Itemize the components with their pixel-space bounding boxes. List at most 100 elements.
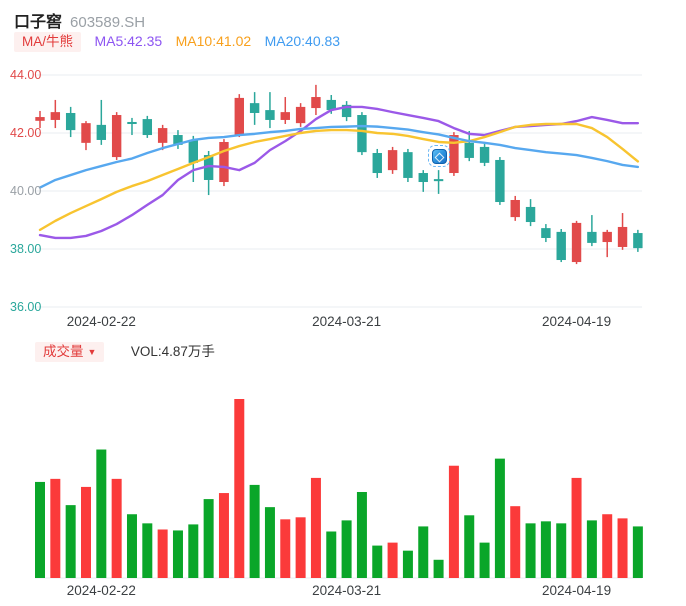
- volume-bar[interactable]: [157, 529, 168, 578]
- volume-bar[interactable]: [510, 506, 521, 578]
- price-tick-44: 44.00: [10, 68, 42, 82]
- volume-bar[interactable]: [586, 520, 597, 578]
- candle-body[interactable]: [249, 103, 260, 113]
- candle-body[interactable]: [65, 112, 76, 131]
- volume-bar[interactable]: [126, 514, 137, 578]
- price-tick-38: 38.00: [10, 242, 42, 256]
- volume-bar[interactable]: [142, 523, 153, 578]
- candle-body[interactable]: [525, 206, 536, 223]
- volume-bar[interactable]: [172, 530, 183, 578]
- volume-bar[interactable]: [356, 491, 367, 578]
- candle-body[interactable]: [173, 135, 183, 145]
- candle-body[interactable]: [188, 139, 198, 163]
- ma5-value: MA5:42.35: [94, 33, 163, 49]
- volume-bar[interactable]: [280, 519, 291, 578]
- candle-body[interactable]: [234, 97, 244, 136]
- volume-bar[interactable]: [295, 517, 306, 578]
- candle-body[interactable]: [219, 141, 229, 183]
- volume-bar[interactable]: [96, 449, 107, 578]
- candle-body[interactable]: [372, 153, 382, 174]
- volume-bar[interactable]: [479, 542, 490, 578]
- candle-body[interactable]: [142, 119, 153, 136]
- candle-body[interactable]: [387, 150, 398, 171]
- candle-body[interactable]: [418, 173, 428, 183]
- date-label-vol-1: 2024-02-22: [66, 583, 136, 598]
- volume-bar[interactable]: [264, 507, 275, 578]
- volume-bar[interactable]: [494, 458, 505, 578]
- volume-readout: VOL:4.87万手: [130, 344, 215, 359]
- chevron-down-icon: ▼: [87, 347, 97, 357]
- candle-body[interactable]: [96, 124, 107, 140]
- candle-body[interactable]: [341, 104, 352, 118]
- candle-body[interactable]: [157, 128, 168, 143]
- candle-body[interactable]: [571, 222, 582, 263]
- volume-bar[interactable]: [326, 531, 337, 578]
- candle-body[interactable]: [357, 115, 367, 153]
- candle-body[interactable]: [265, 110, 275, 120]
- candle-body[interactable]: [541, 228, 551, 238]
- volume-bar[interactable]: [402, 550, 413, 578]
- candle-body[interactable]: [311, 97, 321, 109]
- candle-body[interactable]: [403, 152, 413, 178]
- ma20-value: MA20:40.83: [264, 33, 341, 49]
- volume-bar[interactable]: [464, 515, 475, 578]
- volume-bar[interactable]: [556, 523, 567, 578]
- volume-bar[interactable]: [632, 526, 643, 578]
- ma10-line: [38, 122, 640, 232]
- volume-bar[interactable]: [111, 478, 122, 578]
- volume-bar[interactable]: [188, 524, 199, 578]
- volume-type-dropdown[interactable]: 成交量 ▼: [35, 342, 105, 362]
- volume-bar[interactable]: [372, 545, 383, 578]
- ma-indicator-badge[interactable]: MA/牛熊: [14, 32, 82, 52]
- candle-body[interactable]: [602, 231, 612, 243]
- volume-header: 成交量 ▼ VOL:4.87万手: [35, 340, 215, 362]
- volume-bar[interactable]: [540, 521, 551, 578]
- candle-body[interactable]: [295, 106, 306, 124]
- volume-bar[interactable]: [448, 465, 459, 578]
- candle-body[interactable]: [127, 121, 137, 125]
- candle-body[interactable]: [495, 159, 505, 203]
- volume-bar[interactable]: [203, 499, 214, 578]
- candle-body[interactable]: [587, 231, 597, 243]
- volume-bar[interactable]: [80, 486, 91, 578]
- stock-name: 口子窖: [14, 14, 63, 31]
- volume-bar[interactable]: [218, 493, 229, 578]
- date-label-main-2: 2024-03-21: [312, 314, 382, 329]
- candle-body[interactable]: [35, 117, 45, 121]
- volume-bar[interactable]: [249, 484, 260, 578]
- volume-bar[interactable]: [617, 518, 628, 578]
- candle-body[interactable]: [433, 179, 444, 182]
- volume-bar[interactable]: [310, 477, 321, 578]
- volume-bar[interactable]: [433, 559, 444, 578]
- volume-bar[interactable]: [234, 399, 245, 578]
- candle-body[interactable]: [617, 226, 628, 247]
- candle-body[interactable]: [326, 99, 336, 111]
- volume-bar[interactable]: [35, 481, 45, 578]
- candle-body[interactable]: [633, 233, 643, 249]
- candle-body[interactable]: [510, 199, 520, 218]
- volume-bar[interactable]: [571, 477, 582, 578]
- candle-body[interactable]: [50, 112, 61, 120]
- candle-body[interactable]: [479, 146, 490, 163]
- candle-body[interactable]: [556, 231, 566, 261]
- volume-bar[interactable]: [418, 526, 429, 578]
- ma20-line: [38, 124, 640, 189]
- candle-body[interactable]: [111, 115, 122, 158]
- sticker-marker-icon[interactable]: [427, 145, 450, 168]
- candle-body[interactable]: [81, 123, 91, 143]
- candle-body[interactable]: [203, 155, 214, 180]
- date-label-vol-2: 2024-03-21: [312, 583, 382, 598]
- volume-bar[interactable]: [65, 505, 76, 578]
- volume-bar[interactable]: [525, 523, 536, 578]
- date-label-main-1: 2024-02-22: [66, 314, 136, 329]
- volume-bar[interactable]: [50, 478, 61, 578]
- candle-body[interactable]: [449, 135, 459, 174]
- volume-bar[interactable]: [341, 520, 352, 578]
- price-tick-36: 36.00: [10, 300, 42, 314]
- candle-body[interactable]: [464, 142, 474, 158]
- volume-bar[interactable]: [602, 514, 613, 578]
- candle-body[interactable]: [280, 112, 290, 120]
- volume-bar[interactable]: [387, 542, 398, 578]
